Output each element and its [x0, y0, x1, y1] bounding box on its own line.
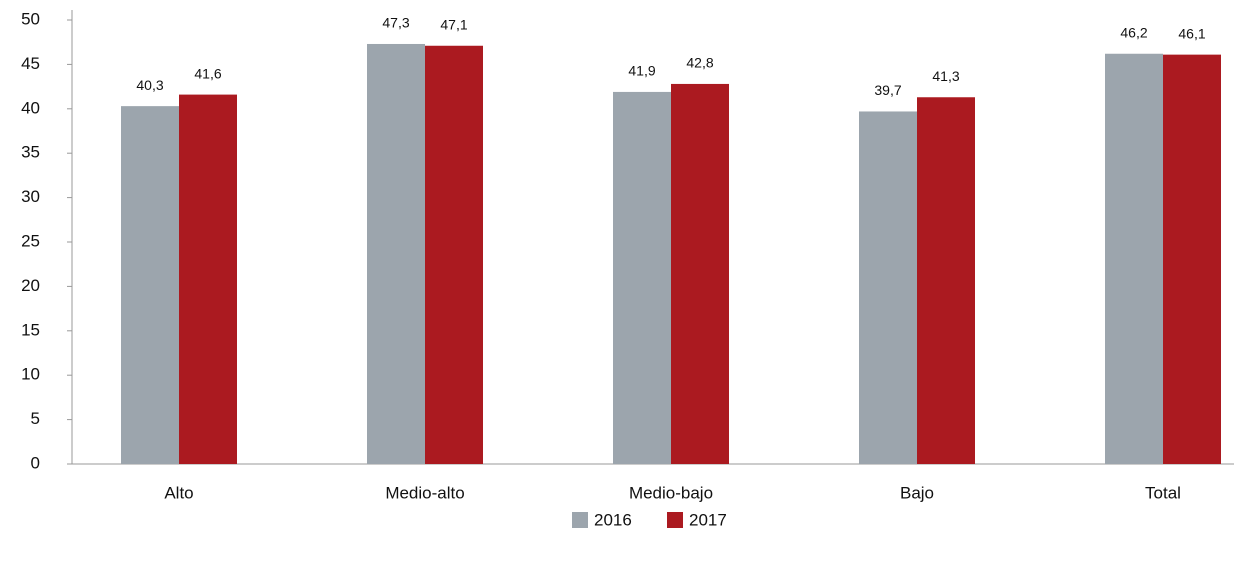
y-tick-label: 40 [21, 98, 40, 117]
y-tick-label: 0 [31, 453, 40, 472]
data-label: 46,2 [1120, 24, 1147, 40]
data-label: 41,9 [628, 63, 655, 79]
bar [367, 43, 425, 464]
data-label: 41,3 [932, 68, 959, 84]
data-label: 39,7 [874, 82, 901, 98]
bar [671, 83, 729, 464]
y-tick-label: 10 [21, 365, 40, 384]
y-tick-label: 15 [21, 320, 40, 339]
y-tick-label: 35 [21, 143, 40, 162]
bar [1105, 53, 1163, 465]
y-tick-label: 25 [21, 231, 40, 250]
x-tick-label: Alto [164, 483, 193, 502]
y-tick-label: 45 [21, 54, 40, 73]
bar [859, 111, 917, 465]
y-tick-label: 5 [31, 409, 40, 428]
legend-swatch [667, 512, 683, 528]
legend-label: 2016 [594, 510, 632, 529]
x-tick-label: Medio-alto [385, 483, 464, 502]
y-tick-label: 30 [21, 187, 40, 206]
x-tick-label: Medio-bajo [629, 483, 713, 502]
bar [121, 106, 179, 465]
bar [613, 91, 671, 464]
data-label: 42,8 [686, 55, 713, 71]
y-tick-label: 20 [21, 276, 40, 295]
bar [179, 94, 237, 464]
legend-swatch [572, 512, 588, 528]
x-tick-label: Total [1145, 483, 1181, 502]
bar [425, 45, 483, 464]
bar [1163, 54, 1221, 465]
data-label: 41,6 [194, 65, 221, 81]
data-label: 47,1 [440, 16, 467, 32]
x-tick-label: Bajo [900, 483, 934, 502]
data-label: 47,3 [382, 15, 409, 31]
y-tick-label: 50 [21, 9, 40, 28]
legend-label: 2017 [689, 510, 727, 529]
data-label: 40,3 [136, 77, 163, 93]
bar [917, 97, 975, 465]
data-label: 46,1 [1178, 25, 1205, 41]
